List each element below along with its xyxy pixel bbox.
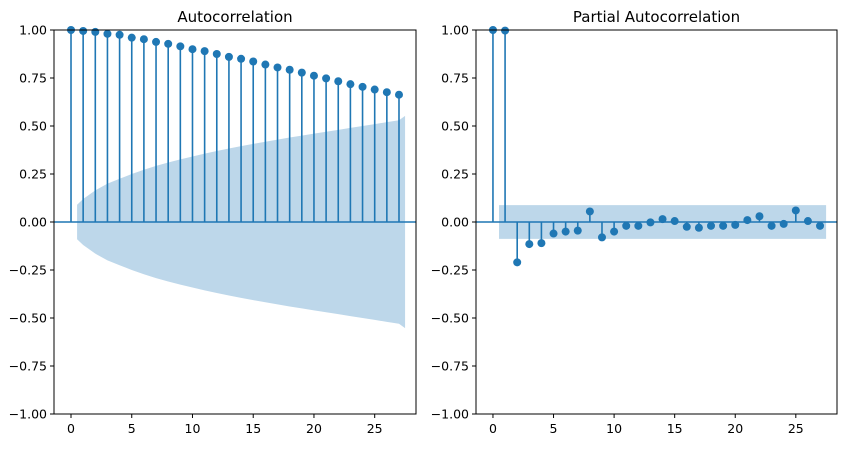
- stem-marker: [791, 206, 800, 215]
- stem-marker: [816, 221, 825, 230]
- stem-marker: [237, 54, 246, 63]
- stem-marker: [127, 33, 136, 42]
- stem-marker: [164, 39, 173, 48]
- stem-marker: [139, 35, 148, 44]
- stem-marker: [634, 221, 643, 230]
- stem-marker: [115, 30, 124, 39]
- y-tick-label: 0.75: [19, 71, 47, 86]
- plot-area: [54, 30, 416, 329]
- stem-marker: [767, 221, 776, 230]
- x-tick-label: 15: [245, 421, 261, 436]
- stem-marker: [79, 26, 88, 35]
- stem-marker: [176, 42, 185, 51]
- y-tick-label: 0.25: [441, 167, 469, 182]
- stem-marker: [755, 212, 764, 221]
- y-tick-label: −0.25: [431, 263, 469, 278]
- stem-marker: [670, 217, 679, 226]
- stem-marker: [549, 229, 558, 238]
- x-tick-label: 5: [550, 421, 558, 436]
- stem-marker: [585, 207, 594, 216]
- stem-marker: [346, 80, 355, 89]
- stem-marker: [309, 71, 318, 80]
- stem-marker: [152, 37, 161, 46]
- stem-marker: [334, 77, 343, 86]
- x-tick-label: 15: [667, 421, 683, 436]
- stem-marker: [610, 227, 619, 236]
- chart-title: Partial Autocorrelation: [573, 8, 740, 26]
- pacf-panel: 0 5 10 15 20 25 −1.00 −0.75 −0.50 −0.25 0.00 0.25 0.…: [431, 8, 838, 436]
- y-tick-label: 0.75: [441, 71, 469, 86]
- stem-marker: [707, 221, 716, 230]
- x-tick-label: 25: [367, 421, 383, 436]
- y-tick-label: −0.50: [9, 311, 47, 326]
- stem-marker: [646, 218, 655, 227]
- stem-marker: [273, 63, 282, 72]
- y-tick-label: 0.50: [19, 119, 47, 134]
- y-tick-label: −0.75: [9, 359, 47, 374]
- stem-marker: [261, 60, 270, 69]
- stem-marker: [682, 222, 691, 231]
- y-tick-label: −0.25: [9, 263, 47, 278]
- chart-title: Autocorrelation: [177, 8, 292, 26]
- x-tick-label: 20: [306, 421, 322, 436]
- y-tick-label: −0.50: [431, 311, 469, 326]
- stem-marker: [212, 50, 221, 58]
- stem-marker: [731, 220, 740, 229]
- x-tick-label: 0: [489, 421, 497, 436]
- y-tick-label: 1.00: [19, 23, 47, 38]
- stem-marker: [622, 221, 631, 230]
- y-tick-label: −0.75: [431, 359, 469, 374]
- stem-marker: [658, 215, 667, 224]
- stem-marker: [779, 219, 788, 228]
- stem-marker: [358, 82, 367, 91]
- y-tick-label: 0.00: [441, 215, 469, 230]
- stem-marker: [285, 65, 294, 74]
- stem-marker: [370, 85, 379, 94]
- x-tick-label: 0: [67, 421, 75, 436]
- stem-marker: [743, 216, 752, 225]
- stem-marker: [382, 88, 391, 97]
- stem-marker: [561, 227, 570, 236]
- x-tick-label: 20: [727, 421, 743, 436]
- stem-marker: [513, 258, 522, 267]
- x-tick-label: 25: [788, 421, 804, 436]
- stem-marker: [297, 68, 306, 77]
- stem-marker: [91, 27, 100, 36]
- x-tick-label: 5: [128, 421, 136, 436]
- stem-marker: [719, 221, 728, 230]
- y-tick-label: 0.25: [19, 167, 47, 182]
- y-tick-label: −1.00: [9, 407, 47, 422]
- acf-panel: 0 5 10 15 20 25 −1.00 −0.75 −0.50 −0.25 0.00 0.25 0.…: [9, 8, 417, 436]
- y-tick-label: 0.50: [441, 119, 469, 134]
- y-tick-label: −1.00: [431, 407, 469, 422]
- stem-marker: [597, 233, 606, 242]
- stem-marker: [537, 239, 546, 248]
- stem-marker: [322, 74, 331, 83]
- stem-marker: [103, 29, 112, 38]
- stem-marker: [694, 223, 703, 232]
- stem-marker: [394, 90, 403, 99]
- stem-marker: [803, 217, 812, 226]
- stem-marker: [573, 226, 582, 235]
- stem-marker: [525, 240, 534, 249]
- x-tick-label: 10: [185, 421, 201, 436]
- x-tick-label: 10: [606, 421, 622, 436]
- stem-marker: [200, 47, 209, 56]
- stem-marker: [249, 57, 258, 66]
- y-tick-label: 0.00: [19, 215, 47, 230]
- stem-marker: [188, 45, 197, 54]
- stem-marker: [224, 52, 233, 61]
- stem-marker: [501, 26, 510, 35]
- y-tick-label: 1.00: [441, 23, 469, 38]
